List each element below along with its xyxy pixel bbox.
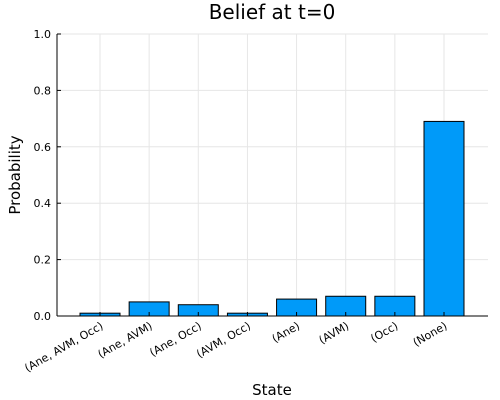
grid (57, 33, 488, 317)
bar (423, 120, 465, 317)
x-tick-label: (Occ) (368, 319, 400, 345)
y-tick-label: 0.0 (34, 310, 52, 323)
x-tick-label: (AVM) (317, 319, 352, 346)
x-axis-label: State (252, 381, 292, 399)
y-axis-label: Probability (6, 135, 24, 214)
y-tick-label: 1.0 (34, 28, 52, 41)
x-tick-label: (Ane, AVM, Occ) (22, 319, 105, 374)
x-ticks: (Ane, AVM, Occ)(Ane, AVM)(Ane, Occ)(AVM,… (22, 312, 450, 375)
bars (79, 120, 465, 317)
x-tick-label: (None) (411, 319, 450, 349)
x-tick-label: (AVM, Occ) (194, 319, 253, 360)
y-tick-label: 0.4 (34, 197, 52, 210)
axes (56, 34, 488, 317)
y-ticks: 0.0 0.2 0.4 0.6 0.8 1.0 (34, 28, 61, 323)
x-tick-label: (Ane, AVM) (96, 319, 155, 361)
y-tick-label: 0.8 (34, 84, 52, 97)
y-tick-label: 0.6 (34, 141, 52, 154)
x-tick-label: (Ane, Occ) (147, 319, 203, 359)
chart-title: Belief at t=0 (209, 0, 336, 24)
x-tick-label: (Ane) (270, 319, 302, 345)
y-tick-label: 0.2 (34, 254, 52, 267)
